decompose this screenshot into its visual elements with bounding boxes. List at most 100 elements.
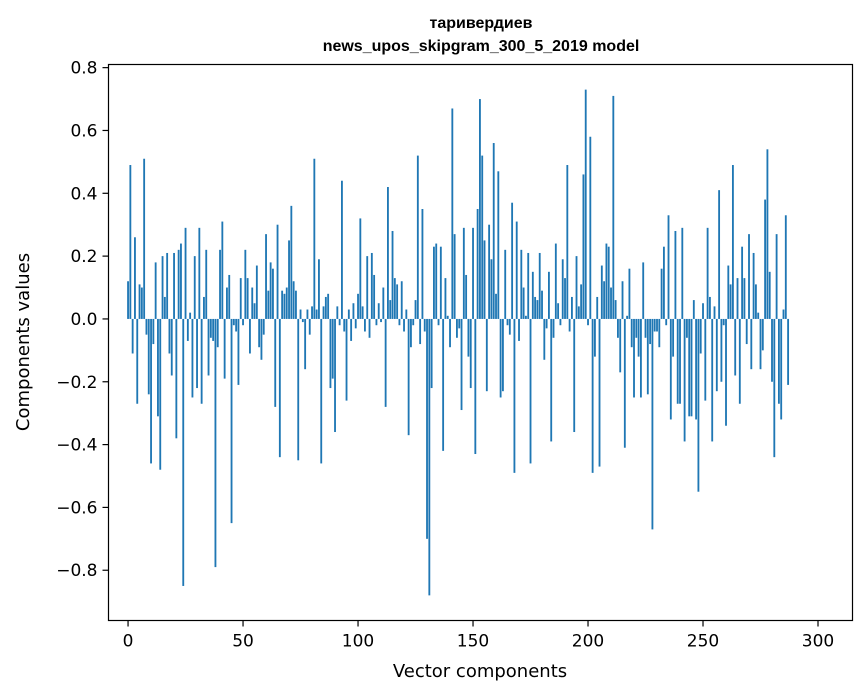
bar-251: [704, 318, 707, 401]
bar-88: [329, 318, 332, 389]
bar-63: [272, 268, 274, 319]
bar-165: [506, 318, 509, 326]
bar-40: [219, 249, 221, 319]
bar-87: [327, 293, 330, 319]
bar-277: [764, 199, 767, 319]
bar-283: [777, 318, 780, 404]
bar-114: [389, 300, 392, 319]
bar-16: [163, 296, 166, 319]
bar-171: [520, 249, 523, 319]
bar-136: [439, 246, 442, 319]
bar-84: [320, 318, 323, 464]
bar-256: [715, 318, 718, 392]
bar-99: [354, 318, 357, 329]
y-tick-label: −0.4: [56, 436, 97, 456]
bar-5: [138, 284, 141, 319]
bar-151: [474, 318, 477, 455]
bar-29: [193, 256, 196, 319]
bar-181: [543, 318, 546, 360]
y-axis-label: Components values: [13, 253, 34, 431]
bar-146: [462, 227, 465, 319]
bar-83: [318, 259, 320, 319]
bar-269: [745, 318, 748, 345]
bar-42: [223, 318, 226, 379]
bar-30: [196, 318, 198, 389]
bar-224: [642, 262, 645, 319]
bar-23: [180, 243, 182, 319]
y-axis-ticks: 0.8 0.6 0.4 0.2 0.0 −0.2 −0.4 −0.6 −0.8: [56, 59, 109, 581]
bar-249: [699, 318, 702, 354]
bar-135: [437, 318, 440, 326]
bar-260: [725, 318, 727, 426]
bar-38: [214, 318, 217, 568]
bar-100: [357, 293, 359, 319]
bar-108: [375, 318, 378, 326]
bar-265: [736, 278, 739, 319]
bar-62: [269, 262, 272, 319]
bar-154: [481, 155, 484, 319]
bar-147: [465, 274, 468, 319]
bar-137: [442, 318, 445, 451]
bar-250: [702, 303, 704, 319]
bar-78: [306, 309, 309, 319]
bar-48: [237, 318, 240, 385]
x-tick-label: 200: [572, 632, 604, 652]
bar-229: [653, 318, 656, 332]
bar-245: [690, 318, 693, 417]
y-tick-label: 0.8: [70, 59, 97, 79]
bar-263: [731, 165, 734, 319]
bar-193: [571, 296, 573, 319]
bar-51: [244, 249, 247, 319]
bar-66: [278, 318, 281, 458]
bar-113: [387, 187, 389, 319]
bar-255: [713, 306, 716, 319]
bar-199: [584, 89, 587, 319]
bar-217: [626, 315, 629, 319]
bar-68: [283, 293, 286, 319]
bar-22: [177, 249, 180, 319]
bar-129: [423, 318, 426, 332]
bar-1: [129, 165, 132, 319]
bar-285: [782, 309, 785, 319]
bar-55: [253, 303, 256, 319]
bar-271: [750, 318, 753, 370]
bar-32: [200, 318, 203, 404]
bar-205: [598, 318, 601, 467]
bar-192: [568, 318, 571, 332]
y-tick-label: 0.0: [70, 310, 97, 330]
bar-259: [722, 318, 725, 326]
bar-96: [347, 309, 350, 319]
bar-34: [205, 249, 208, 319]
bar-164: [504, 249, 507, 319]
bar-50: [242, 318, 244, 326]
bar-201: [589, 136, 592, 319]
bar-12: [154, 262, 157, 319]
bar-153: [479, 99, 481, 319]
x-tick-label: 100: [342, 632, 374, 652]
bar-52: [246, 278, 249, 319]
bar-223: [639, 318, 642, 398]
bar-244: [688, 318, 691, 417]
bar-173: [525, 315, 527, 319]
bar-144: [458, 318, 461, 329]
bar-214: [619, 318, 622, 373]
bar-31: [198, 227, 201, 319]
bar-64: [274, 318, 277, 407]
bar-69: [285, 287, 288, 319]
bar-116: [393, 278, 396, 319]
bar-257: [718, 190, 721, 319]
bar-202: [591, 318, 594, 473]
bar-71: [290, 205, 293, 319]
bar-189: [561, 259, 564, 319]
y-tick-label: −0.8: [56, 561, 97, 581]
bar-141: [451, 108, 454, 319]
bar-186: [554, 243, 557, 319]
bar-36: [209, 318, 212, 338]
bar-232: [660, 268, 663, 319]
bar-103: [364, 318, 366, 332]
bar-82: [315, 309, 318, 319]
bar-163: [502, 318, 504, 392]
bar-204: [596, 296, 599, 319]
